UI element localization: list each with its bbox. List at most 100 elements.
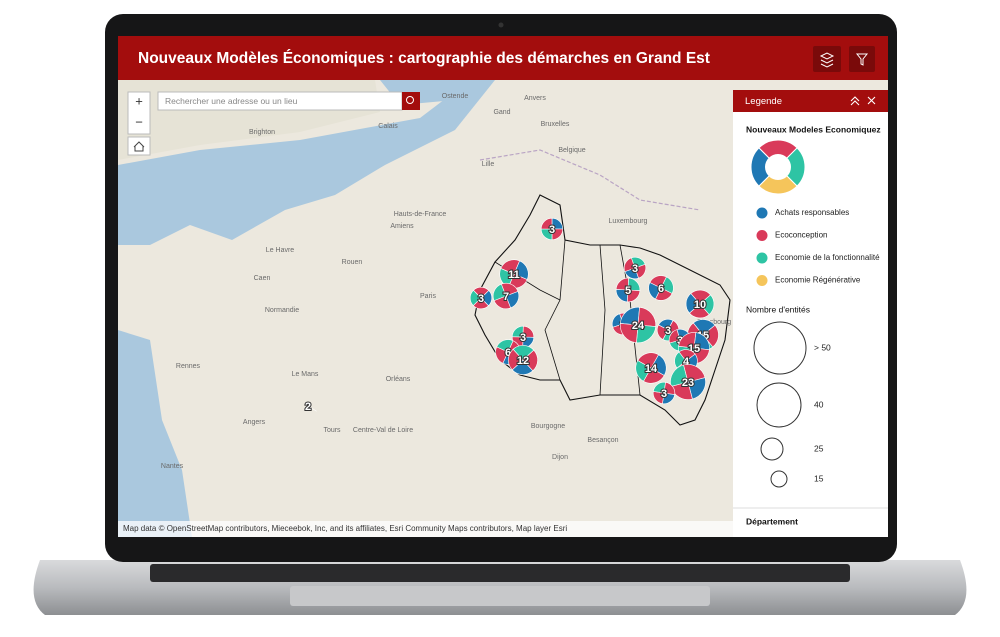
cluster-slice bbox=[683, 364, 706, 383]
cluster: 5 bbox=[615, 277, 641, 303]
cluster-count: 6 bbox=[658, 283, 664, 295]
layers-icon bbox=[819, 52, 835, 68]
places: Brighton Calais Ostende Anvers Gand Bruxelles… bbox=[161, 93, 731, 470]
sea bbox=[118, 80, 495, 245]
sea bbox=[118, 330, 192, 537]
attribution: Map data © OpenStreetMap contributors, M… bbox=[123, 524, 567, 533]
search-placeholder: Rechercher une adresse ou un lieu bbox=[165, 96, 298, 106]
legend-layer: Nouveaux Modeles Economiquez bbox=[746, 124, 881, 134]
search-button[interactable] bbox=[402, 92, 420, 110]
cluster-slice bbox=[637, 352, 659, 369]
home-icon bbox=[133, 141, 145, 152]
cluster-slice bbox=[500, 282, 519, 297]
cluster: 7 bbox=[492, 282, 520, 310]
cluster-slice bbox=[663, 381, 676, 395]
cluster: 11 bbox=[499, 259, 529, 289]
place-label: Luxembourg bbox=[609, 218, 648, 225]
screen: Brighton Calais Ostende Anvers Gand Bruxelles… bbox=[118, 36, 888, 537]
cluster-count: 2 bbox=[305, 401, 311, 413]
border bbox=[479, 149, 701, 211]
department-title: Département bbox=[746, 516, 798, 526]
cluster: 3 bbox=[652, 381, 676, 405]
filter-button[interactable] bbox=[849, 46, 875, 72]
donut-hole bbox=[765, 154, 791, 180]
cluster-count: 3 bbox=[632, 263, 638, 275]
legend-swatch bbox=[755, 206, 769, 220]
size-label: 40 bbox=[814, 399, 824, 409]
place-label: Gand bbox=[493, 109, 510, 116]
size-label: > 50 bbox=[814, 342, 831, 352]
place-label: Le Havre bbox=[266, 247, 295, 254]
place-label: Hauts-de-France bbox=[394, 211, 447, 218]
cluster-slice bbox=[655, 287, 673, 301]
cluster: 3 bbox=[623, 256, 647, 280]
header-title: Nouveaux Modèles Économiques : cartograp… bbox=[138, 50, 710, 67]
cluster: 24 bbox=[619, 306, 657, 344]
place-label: Brighton bbox=[249, 129, 275, 136]
zoom-out[interactable]: − bbox=[135, 114, 143, 129]
cluster-slice bbox=[473, 286, 490, 299]
cluster: 14 bbox=[635, 352, 667, 384]
cluster-slice bbox=[522, 325, 535, 338]
attribution-bg bbox=[118, 521, 733, 537]
cluster-count: 3 bbox=[520, 332, 526, 344]
cluster-slice bbox=[500, 259, 520, 275]
cluster: 23 bbox=[670, 364, 706, 400]
cluster-slice bbox=[634, 263, 647, 279]
camera bbox=[498, 22, 504, 28]
size-circle bbox=[753, 321, 807, 375]
place-label: Calais bbox=[378, 123, 398, 130]
cluster-count: 11 bbox=[508, 269, 520, 281]
size-circle bbox=[760, 437, 784, 461]
legend-label: Economie de la fonctionnalité bbox=[775, 253, 880, 262]
size-label: 25 bbox=[814, 443, 824, 453]
place-label: Tours bbox=[323, 427, 341, 434]
cluster-count: 3 bbox=[549, 224, 555, 236]
legend-swatch bbox=[755, 274, 769, 287]
legend-swatch bbox=[755, 251, 769, 265]
cluster-slice bbox=[656, 324, 669, 340]
place-label: Anvers bbox=[524, 95, 546, 102]
cluster-slice bbox=[619, 323, 639, 344]
place-label: Normandie bbox=[265, 307, 299, 314]
home-button[interactable] bbox=[127, 136, 151, 156]
size-items: > 50 40 25 15 bbox=[753, 321, 831, 488]
cluster-count: 3 bbox=[661, 388, 667, 400]
place-label: Paris bbox=[420, 293, 436, 300]
place-label: Belgique bbox=[558, 147, 585, 154]
zoom-in[interactable]: + bbox=[135, 93, 143, 108]
cluster-count: 12 bbox=[517, 355, 529, 367]
place-label: Bourgogne bbox=[531, 423, 565, 430]
cluster-slice bbox=[668, 329, 681, 344]
size-label: 15 bbox=[814, 473, 824, 483]
cluster-slice bbox=[540, 217, 553, 230]
place-label: Orléans bbox=[386, 376, 411, 383]
cluster-count: 7 bbox=[503, 291, 509, 303]
donut-slice bbox=[758, 139, 798, 168]
legend-controls[interactable] bbox=[850, 96, 876, 106]
cluster-count: 3 bbox=[478, 293, 484, 305]
legend-swatch bbox=[755, 229, 769, 242]
legend-items: Achats responsables Ecoconception Economie… bbox=[755, 206, 880, 287]
size-circle bbox=[770, 470, 788, 488]
filter-icon bbox=[855, 53, 869, 66]
cluster-slice bbox=[689, 303, 710, 319]
clusters: 311373612356103243153151442332 bbox=[304, 217, 719, 414]
cluster: 10 bbox=[685, 289, 715, 319]
place-label: Dijon bbox=[552, 454, 568, 461]
cluster-count: 24 bbox=[632, 320, 645, 332]
trackpad bbox=[290, 586, 710, 606]
place-label: Le Mans bbox=[292, 371, 319, 378]
region-outline bbox=[474, 194, 731, 426]
header bbox=[118, 36, 888, 80]
cluster-count: 4 bbox=[683, 356, 690, 368]
legend-title: Legende bbox=[745, 96, 782, 107]
legend-label: Ecoconception bbox=[775, 231, 827, 240]
place-label: Rennes bbox=[176, 363, 201, 370]
cluster-count: 14 bbox=[645, 363, 658, 375]
search-icon bbox=[406, 96, 414, 104]
donut-slice bbox=[758, 166, 798, 195]
legend-header bbox=[733, 90, 888, 112]
zoom-control bbox=[127, 91, 151, 135]
